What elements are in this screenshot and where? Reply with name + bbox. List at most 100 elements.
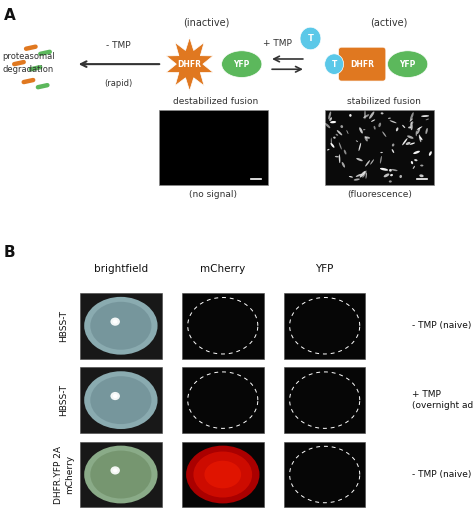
Ellipse shape bbox=[363, 129, 365, 130]
Text: B: B bbox=[4, 245, 16, 260]
Ellipse shape bbox=[356, 174, 362, 177]
Ellipse shape bbox=[84, 297, 157, 354]
Ellipse shape bbox=[380, 168, 388, 171]
Ellipse shape bbox=[419, 136, 422, 140]
Ellipse shape bbox=[402, 138, 408, 145]
Ellipse shape bbox=[336, 134, 338, 136]
Ellipse shape bbox=[325, 123, 330, 128]
Text: (no signal): (no signal) bbox=[189, 190, 237, 199]
Ellipse shape bbox=[392, 144, 394, 147]
Ellipse shape bbox=[204, 461, 241, 488]
Ellipse shape bbox=[110, 392, 120, 400]
Ellipse shape bbox=[349, 114, 352, 117]
Ellipse shape bbox=[186, 446, 259, 503]
Ellipse shape bbox=[389, 181, 392, 183]
Ellipse shape bbox=[90, 302, 152, 350]
Ellipse shape bbox=[429, 151, 432, 156]
Text: (active): (active) bbox=[370, 18, 407, 28]
Circle shape bbox=[325, 54, 344, 74]
Polygon shape bbox=[166, 37, 213, 91]
Text: + TMP: + TMP bbox=[263, 39, 292, 48]
Ellipse shape bbox=[331, 137, 332, 145]
Circle shape bbox=[300, 27, 321, 50]
Ellipse shape bbox=[335, 156, 339, 157]
FancyBboxPatch shape bbox=[284, 442, 365, 507]
Ellipse shape bbox=[113, 320, 118, 324]
Text: brightfield: brightfield bbox=[94, 264, 148, 274]
Ellipse shape bbox=[413, 166, 415, 169]
Text: stabilized fusion: stabilized fusion bbox=[347, 97, 421, 107]
Ellipse shape bbox=[390, 174, 393, 176]
Text: YFP: YFP bbox=[400, 60, 416, 69]
FancyBboxPatch shape bbox=[80, 367, 162, 433]
Text: destabilized fusion: destabilized fusion bbox=[173, 97, 258, 107]
Ellipse shape bbox=[371, 120, 375, 122]
Text: DHFR: DHFR bbox=[350, 60, 374, 69]
Text: mCherry: mCherry bbox=[200, 264, 246, 274]
Ellipse shape bbox=[90, 450, 152, 499]
Ellipse shape bbox=[413, 151, 420, 154]
Ellipse shape bbox=[365, 136, 370, 139]
Ellipse shape bbox=[365, 136, 368, 142]
Ellipse shape bbox=[110, 466, 120, 475]
FancyBboxPatch shape bbox=[182, 442, 264, 507]
Ellipse shape bbox=[354, 179, 360, 181]
FancyBboxPatch shape bbox=[182, 367, 264, 433]
Ellipse shape bbox=[84, 371, 157, 429]
Text: T: T bbox=[331, 60, 337, 69]
Ellipse shape bbox=[416, 130, 417, 136]
Ellipse shape bbox=[346, 130, 348, 134]
Ellipse shape bbox=[410, 119, 413, 122]
Ellipse shape bbox=[407, 135, 413, 139]
Text: YFP: YFP bbox=[234, 60, 250, 69]
Ellipse shape bbox=[365, 172, 367, 179]
Ellipse shape bbox=[337, 130, 342, 135]
Text: DHFR.YFP 2A
mCherry: DHFR.YFP 2A mCherry bbox=[55, 445, 73, 504]
FancyBboxPatch shape bbox=[338, 47, 386, 81]
Ellipse shape bbox=[410, 112, 414, 121]
Ellipse shape bbox=[380, 152, 383, 153]
Text: T: T bbox=[308, 34, 313, 43]
Ellipse shape bbox=[381, 112, 383, 114]
Ellipse shape bbox=[382, 131, 386, 137]
Ellipse shape bbox=[421, 115, 429, 117]
Ellipse shape bbox=[356, 158, 363, 161]
Ellipse shape bbox=[388, 117, 391, 119]
Ellipse shape bbox=[414, 159, 418, 161]
Ellipse shape bbox=[406, 142, 410, 145]
Ellipse shape bbox=[342, 162, 345, 168]
Ellipse shape bbox=[328, 111, 331, 120]
Ellipse shape bbox=[392, 149, 394, 153]
Ellipse shape bbox=[369, 111, 374, 119]
FancyBboxPatch shape bbox=[284, 367, 365, 433]
Ellipse shape bbox=[420, 165, 423, 167]
FancyBboxPatch shape bbox=[80, 442, 162, 507]
Ellipse shape bbox=[329, 117, 332, 121]
Ellipse shape bbox=[408, 126, 411, 128]
Ellipse shape bbox=[339, 154, 340, 163]
FancyBboxPatch shape bbox=[80, 293, 162, 359]
Text: A: A bbox=[4, 8, 16, 23]
Ellipse shape bbox=[327, 149, 329, 150]
Ellipse shape bbox=[344, 150, 346, 154]
Text: (fluorescence): (fluorescence) bbox=[347, 190, 411, 199]
Text: HBSS-T: HBSS-T bbox=[60, 310, 68, 342]
Ellipse shape bbox=[370, 159, 374, 165]
Ellipse shape bbox=[417, 126, 422, 130]
Ellipse shape bbox=[365, 160, 370, 167]
Ellipse shape bbox=[402, 125, 405, 128]
Ellipse shape bbox=[330, 143, 335, 148]
Ellipse shape bbox=[362, 170, 366, 177]
Ellipse shape bbox=[411, 161, 413, 164]
Ellipse shape bbox=[419, 134, 421, 142]
Ellipse shape bbox=[390, 121, 397, 123]
Text: + TMP
(overnight admin.): + TMP (overnight admin.) bbox=[412, 390, 474, 410]
Text: (inactive): (inactive) bbox=[183, 18, 229, 28]
Ellipse shape bbox=[340, 125, 343, 128]
Ellipse shape bbox=[333, 136, 336, 139]
Ellipse shape bbox=[90, 376, 152, 424]
Text: YFP: YFP bbox=[316, 264, 334, 274]
Ellipse shape bbox=[391, 169, 398, 171]
Ellipse shape bbox=[330, 121, 336, 123]
Ellipse shape bbox=[410, 122, 413, 130]
